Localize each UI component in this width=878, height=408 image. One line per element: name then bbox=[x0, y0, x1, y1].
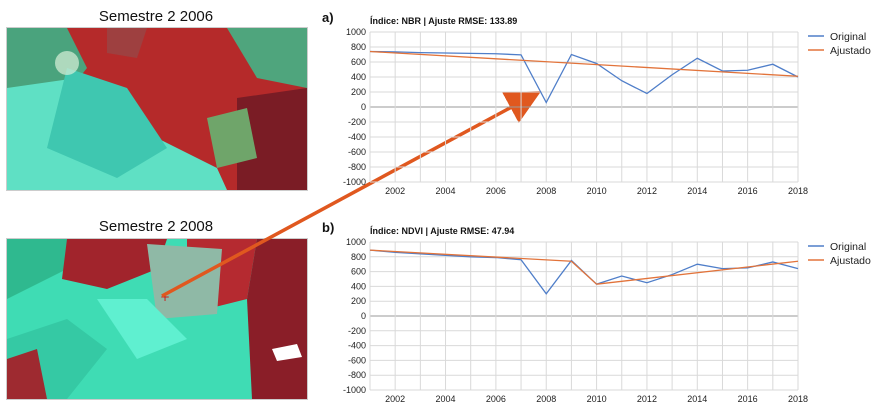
y-tick-label: 0 bbox=[361, 311, 366, 321]
legend-label: Original bbox=[830, 31, 866, 43]
chart-a: 1000 800 600 400 200 0 -200 -400 -600 -800 -1000 20… bbox=[343, 27, 871, 196]
y-tick-label: -600 bbox=[348, 147, 366, 157]
x-tick-label: 2016 bbox=[738, 186, 758, 196]
chart-a-title: Índice: NBR | Ajuste RMSE: 133.89 bbox=[370, 16, 518, 26]
y-tick-label: 1000 bbox=[346, 27, 366, 37]
series-line-original bbox=[369, 50, 799, 104]
x-tick-label: 2012 bbox=[637, 394, 657, 404]
panel-a-label: a) bbox=[322, 10, 334, 25]
y-tick-label: 600 bbox=[351, 57, 366, 67]
x-tick-label: 2006 bbox=[486, 186, 506, 196]
y-tick-label: 800 bbox=[351, 42, 366, 52]
panel-b-label: b) bbox=[322, 220, 335, 235]
y-tick-label: -1000 bbox=[343, 385, 366, 395]
y-tick-label: -800 bbox=[348, 162, 366, 172]
y-tick-label: -400 bbox=[348, 132, 366, 142]
y-tick-label: 200 bbox=[351, 296, 366, 306]
x-tick-label: 2004 bbox=[436, 394, 456, 404]
x-tick-label: 2002 bbox=[385, 186, 405, 196]
series-line-ajustado bbox=[570, 260, 598, 285]
x-tick-label: 2016 bbox=[738, 394, 758, 404]
y-tick-label: -200 bbox=[348, 117, 366, 127]
y-tick-label: 800 bbox=[351, 252, 366, 262]
legend-label: Original bbox=[830, 241, 866, 253]
y-tick-label: -200 bbox=[348, 326, 366, 336]
y-tick-label: 600 bbox=[351, 267, 366, 277]
image-title-2006: Semestre 2 2006 bbox=[98, 8, 214, 25]
chart-b-title: Índice: NDVI | Ajuste RMSE: 47.94 bbox=[370, 226, 515, 236]
y-tick-label: 400 bbox=[351, 72, 366, 82]
y-tick-label: -1000 bbox=[343, 177, 366, 187]
series-line-ajustado bbox=[596, 260, 799, 285]
chart-b: 1000 800 600 400 200 0 -200 -400 -600 -800 -1000 20… bbox=[343, 237, 871, 404]
x-tick-label: 2018 bbox=[788, 394, 808, 404]
image-title-2008: Semestre 2 2008 bbox=[98, 218, 214, 235]
x-tick-label: 2010 bbox=[587, 394, 607, 404]
satellite-image-2008: + bbox=[6, 238, 308, 400]
x-tick-label: 2008 bbox=[536, 394, 556, 404]
series-line-ajustado bbox=[369, 50, 799, 77]
legend-label: Ajustado bbox=[830, 255, 871, 267]
x-tick-label: 2012 bbox=[637, 186, 657, 196]
x-tick-label: 2010 bbox=[587, 186, 607, 196]
x-tick-label: 2006 bbox=[486, 394, 506, 404]
x-tick-label: 2014 bbox=[687, 394, 707, 404]
x-tick-label: 2014 bbox=[687, 186, 707, 196]
x-tick-label: 2004 bbox=[436, 186, 456, 196]
y-tick-label: 0 bbox=[361, 102, 366, 112]
x-tick-label: 2018 bbox=[788, 186, 808, 196]
svg-text:+: + bbox=[160, 290, 170, 304]
y-tick-label: 200 bbox=[351, 87, 366, 97]
series-line-ajustado bbox=[369, 249, 572, 262]
y-tick-label: 1000 bbox=[346, 237, 366, 247]
satellite-image-2006 bbox=[6, 27, 308, 191]
y-tick-label: -400 bbox=[348, 341, 366, 351]
y-tick-label: -800 bbox=[348, 370, 366, 380]
x-tick-label: 2008 bbox=[536, 186, 556, 196]
y-tick-label: 400 bbox=[351, 281, 366, 291]
y-tick-label: -600 bbox=[348, 355, 366, 365]
legend-label: Ajustado bbox=[830, 45, 871, 57]
x-tick-label: 2002 bbox=[385, 394, 405, 404]
